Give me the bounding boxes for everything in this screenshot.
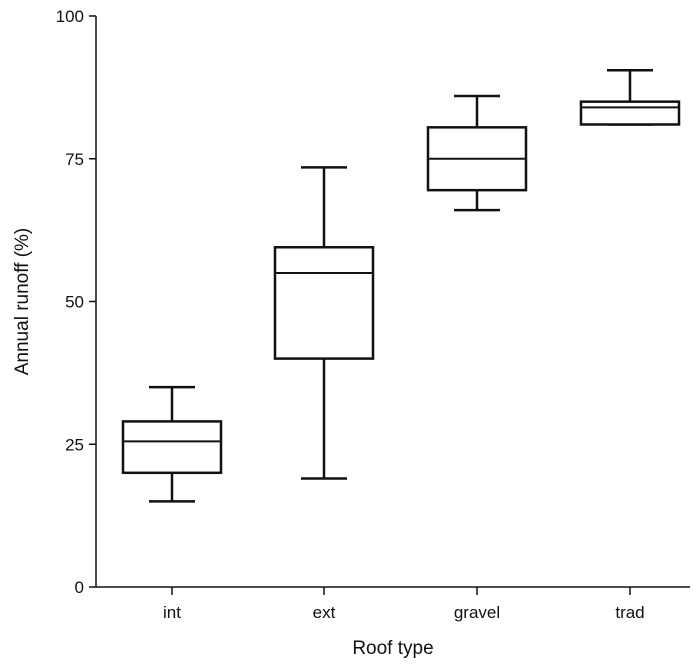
x-tick-label: trad (615, 603, 644, 622)
y-tick-label: 50 (65, 293, 84, 312)
y-tick-label: 25 (65, 435, 84, 454)
y-axis-title: Annual runoff (%) (12, 228, 33, 376)
boxes (121, 68, 681, 503)
iqr-box (273, 246, 375, 360)
x-tick-label: ext (313, 603, 336, 622)
y-ticks: 0 25 50 75 100 (56, 7, 96, 597)
y-tick-label: 0 (75, 578, 84, 597)
y-tick-label: 75 (65, 150, 84, 169)
x-tick-label: int (163, 603, 181, 622)
iqr-box (121, 420, 223, 475)
iqr-box (579, 100, 681, 126)
box-ext (273, 166, 375, 480)
x-ticks: int ext gravel trad (163, 587, 645, 622)
x-tick-label: gravel (454, 603, 500, 622)
x-axis-title: Roof type (352, 638, 433, 659)
box-int (121, 385, 223, 503)
y-tick-label: 100 (56, 7, 84, 26)
box-trad (579, 68, 681, 126)
box-gravel (426, 94, 528, 212)
